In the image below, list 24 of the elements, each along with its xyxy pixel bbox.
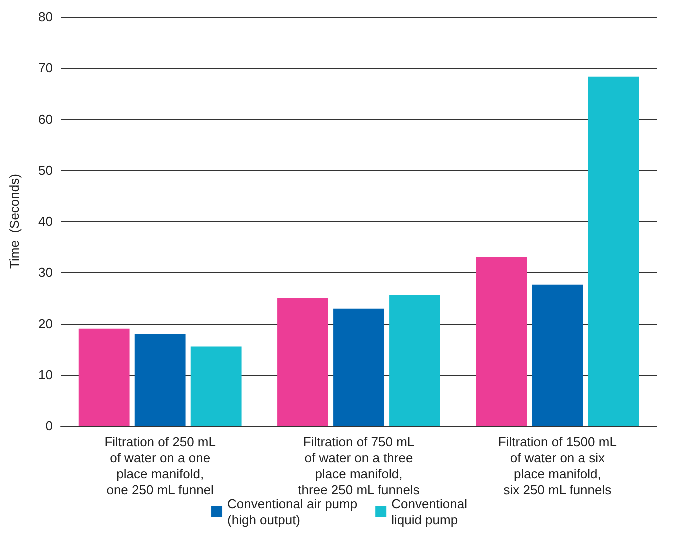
y-tick-label: 20: [38, 316, 53, 332]
y-tick-label: 30: [38, 265, 53, 280]
y-tick-label: 50: [38, 162, 53, 178]
bar: [588, 76, 640, 426]
bar: [278, 298, 328, 426]
y-tick-label: 0: [46, 418, 53, 434]
x-tick-label: Filtration of 250 mL of water on a one place manifold, one 250 mL funnel: [104, 434, 216, 498]
y-axis-title: Time (Seconds): [7, 174, 22, 269]
bar: [190, 346, 242, 426]
y-tick-label: 40: [38, 214, 53, 229]
y-tick-label: 10: [38, 367, 53, 382]
bar: [78, 328, 130, 426]
bar: [532, 284, 584, 426]
bar: [134, 334, 186, 426]
y-tick-label: 60: [38, 112, 53, 127]
x-tick-label: Filtration of 1500 mL of water on a six place manifold, six 250 mL funnels: [498, 434, 617, 498]
y-tick-label: 80: [38, 10, 53, 24]
x-tick-label: Filtration of 750 mL of water on a three place manifold, three 250 mL funnels: [298, 434, 420, 498]
legend-label: Conventional liquid pump: [392, 496, 468, 528]
bar: [476, 257, 528, 426]
legend-label: Conventional air pump (high output): [228, 496, 358, 528]
bar: [334, 308, 384, 426]
bar: [390, 295, 440, 426]
y-tick-label: 70: [38, 60, 53, 76]
